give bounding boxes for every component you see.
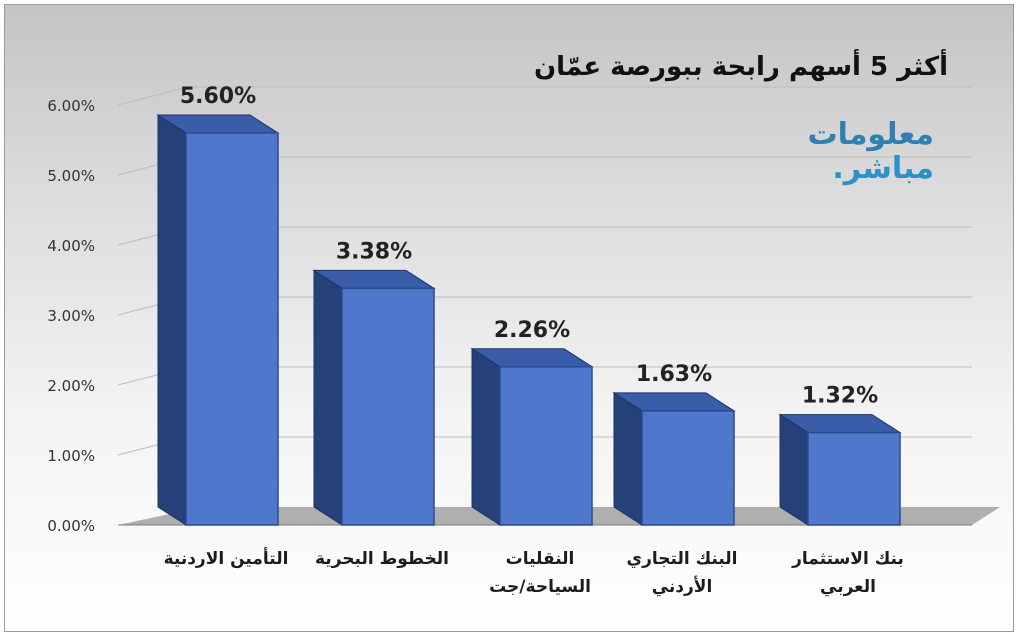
logo-line-2: مباشر. <box>832 151 934 186</box>
y-tick-label: 5.00% <box>47 167 95 185</box>
y-tick-label: 6.00% <box>47 97 95 115</box>
bar <box>341 287 435 526</box>
x-tick-label-line: الأردني <box>651 577 713 597</box>
y-tick-label: 0.00% <box>47 517 95 535</box>
x-tick-label-line: التأمين الاردنية <box>163 549 289 569</box>
y-tick-label: 2.00% <box>47 377 95 395</box>
chart-title: أكثر 5 أسهم رابحة ببورصة عمّان <box>533 52 948 82</box>
data-label: 3.38% <box>336 239 412 264</box>
x-tick-label-line: السياحة/جت <box>489 577 591 597</box>
x-tick-label: التأمين الاردنية <box>141 545 311 573</box>
x-tick-label: النقليات السياحة/جت <box>455 545 625 601</box>
bar-side <box>157 114 187 526</box>
data-label: 1.63% <box>636 362 712 387</box>
bar <box>641 410 735 526</box>
x-tick-label-line: النقليات <box>505 549 575 569</box>
x-tick-label-line: بنك الاستثمار <box>792 549 904 569</box>
bar <box>185 132 279 526</box>
y-tick-label: 3.00% <box>47 307 95 325</box>
gridline <box>117 86 972 106</box>
x-tick-label: البنك التجاري الأردني <box>597 545 767 601</box>
bar <box>807 431 901 526</box>
data-label: 5.60% <box>180 84 256 109</box>
bar-side <box>613 391 643 526</box>
logo-line-1: معلومات <box>807 117 934 152</box>
x-tick-label: بنك الاستثمار العربي <box>763 545 933 601</box>
logo: معلومات مباشر. <box>804 118 934 186</box>
x-tick-label: الخطوط البحرية <box>297 545 467 573</box>
x-tick-label-line: العربي <box>820 577 876 597</box>
bar-side <box>779 413 809 526</box>
bar-side <box>313 269 343 526</box>
data-label: 2.26% <box>494 318 570 343</box>
x-tick-label-line: البنك التجاري <box>626 549 738 569</box>
bar <box>499 366 593 526</box>
data-label: 1.32% <box>802 384 878 409</box>
bar-side <box>471 347 501 526</box>
y-tick-label: 1.00% <box>47 447 95 465</box>
y-tick-label: 4.00% <box>47 237 95 255</box>
x-tick-label-line: الخطوط البحرية <box>315 549 449 569</box>
